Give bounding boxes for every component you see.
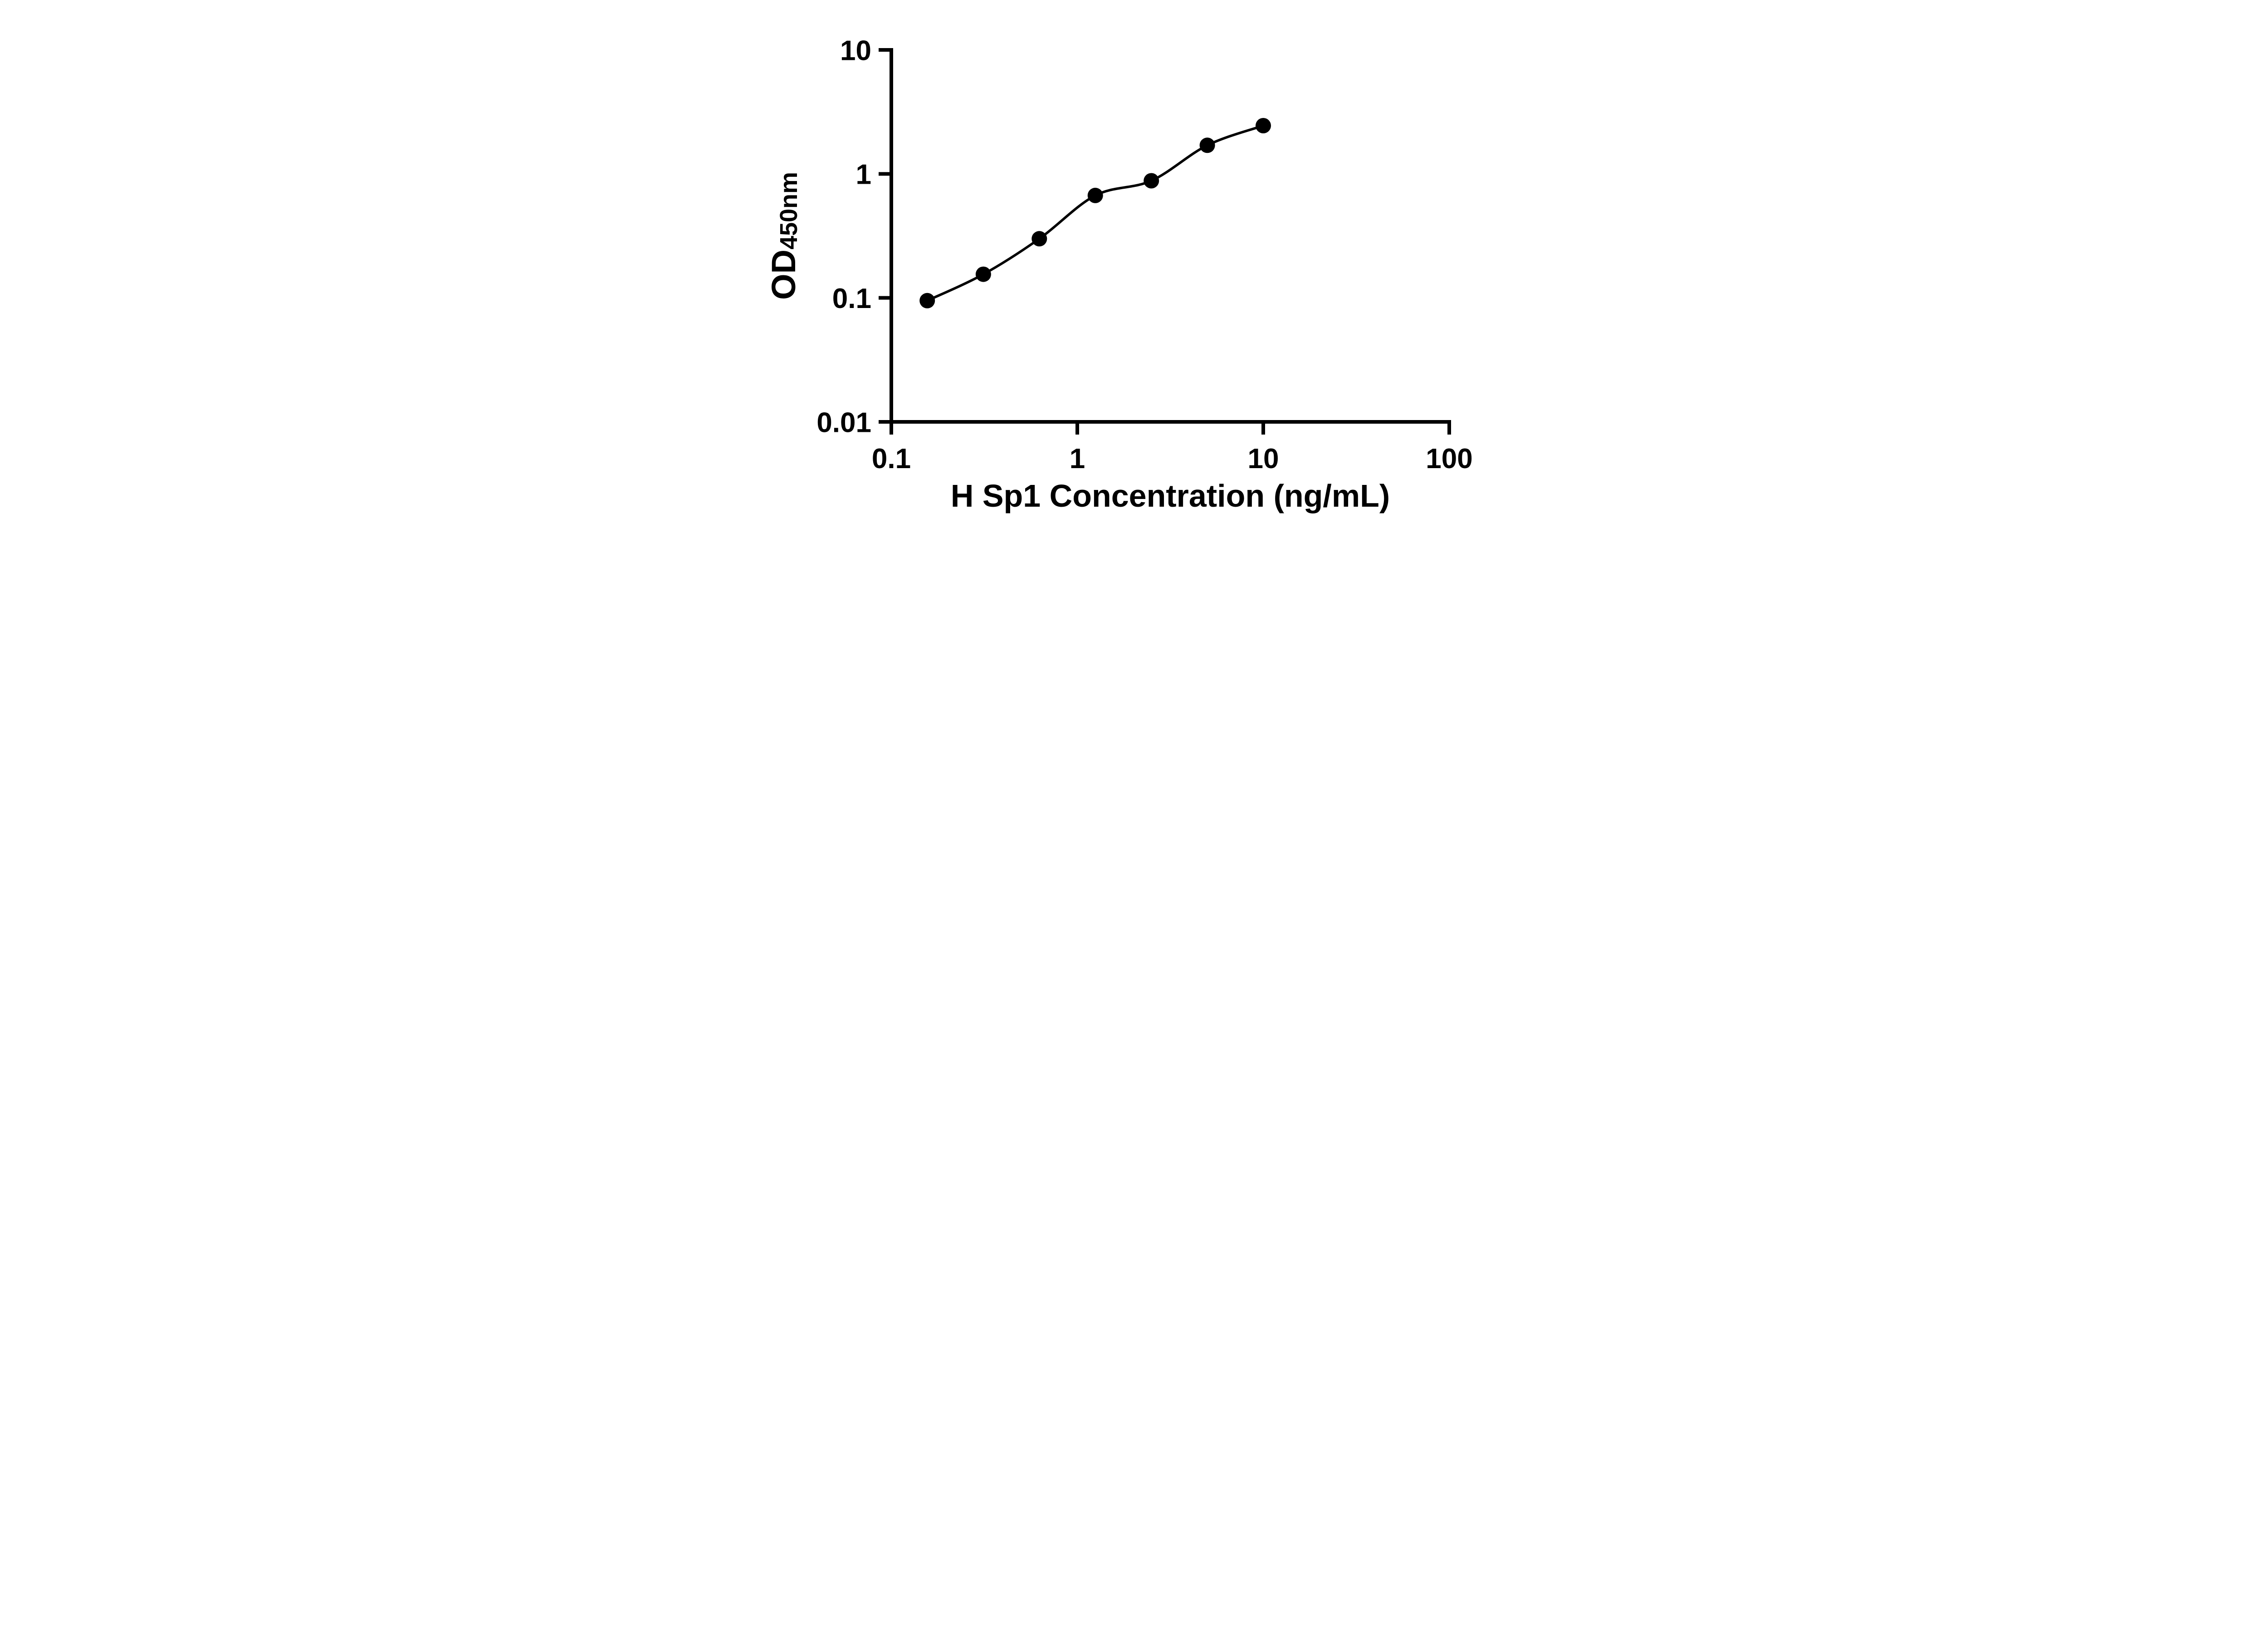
x-axis-tick-label: 10 xyxy=(1248,443,1279,474)
y-axis-title: OD450nm xyxy=(765,172,802,300)
y-axis-title-main: OD xyxy=(765,249,802,300)
y-axis-tick-label: 0.1 xyxy=(832,283,871,314)
y-axis-title-sub: 450nm xyxy=(775,172,802,249)
data-point xyxy=(1199,137,1215,153)
data-point xyxy=(1087,187,1103,203)
x-axis-tick-label: 1 xyxy=(1070,443,1085,474)
data-point xyxy=(1144,173,1159,189)
x-axis-title: H Sp1 Concentration (ng/mL) xyxy=(951,478,1390,513)
y-axis-tick-label: 10 xyxy=(840,35,871,66)
data-point xyxy=(1031,231,1047,247)
data-point xyxy=(1256,118,1271,133)
data-point xyxy=(975,266,991,282)
elisa-standard-curve-figure: 0.1 1 10 100 10 1 0.1 0.01 H Sp1 Concentration … xyxy=(746,0,1522,544)
x-axis-tick-label: 0.1 xyxy=(872,443,911,474)
y-axis-tick-label: 0.01 xyxy=(816,407,871,438)
y-axis-tick-label: 1 xyxy=(856,159,871,191)
x-axis-tick-label: 100 xyxy=(1426,443,1472,474)
data-point xyxy=(919,293,935,308)
